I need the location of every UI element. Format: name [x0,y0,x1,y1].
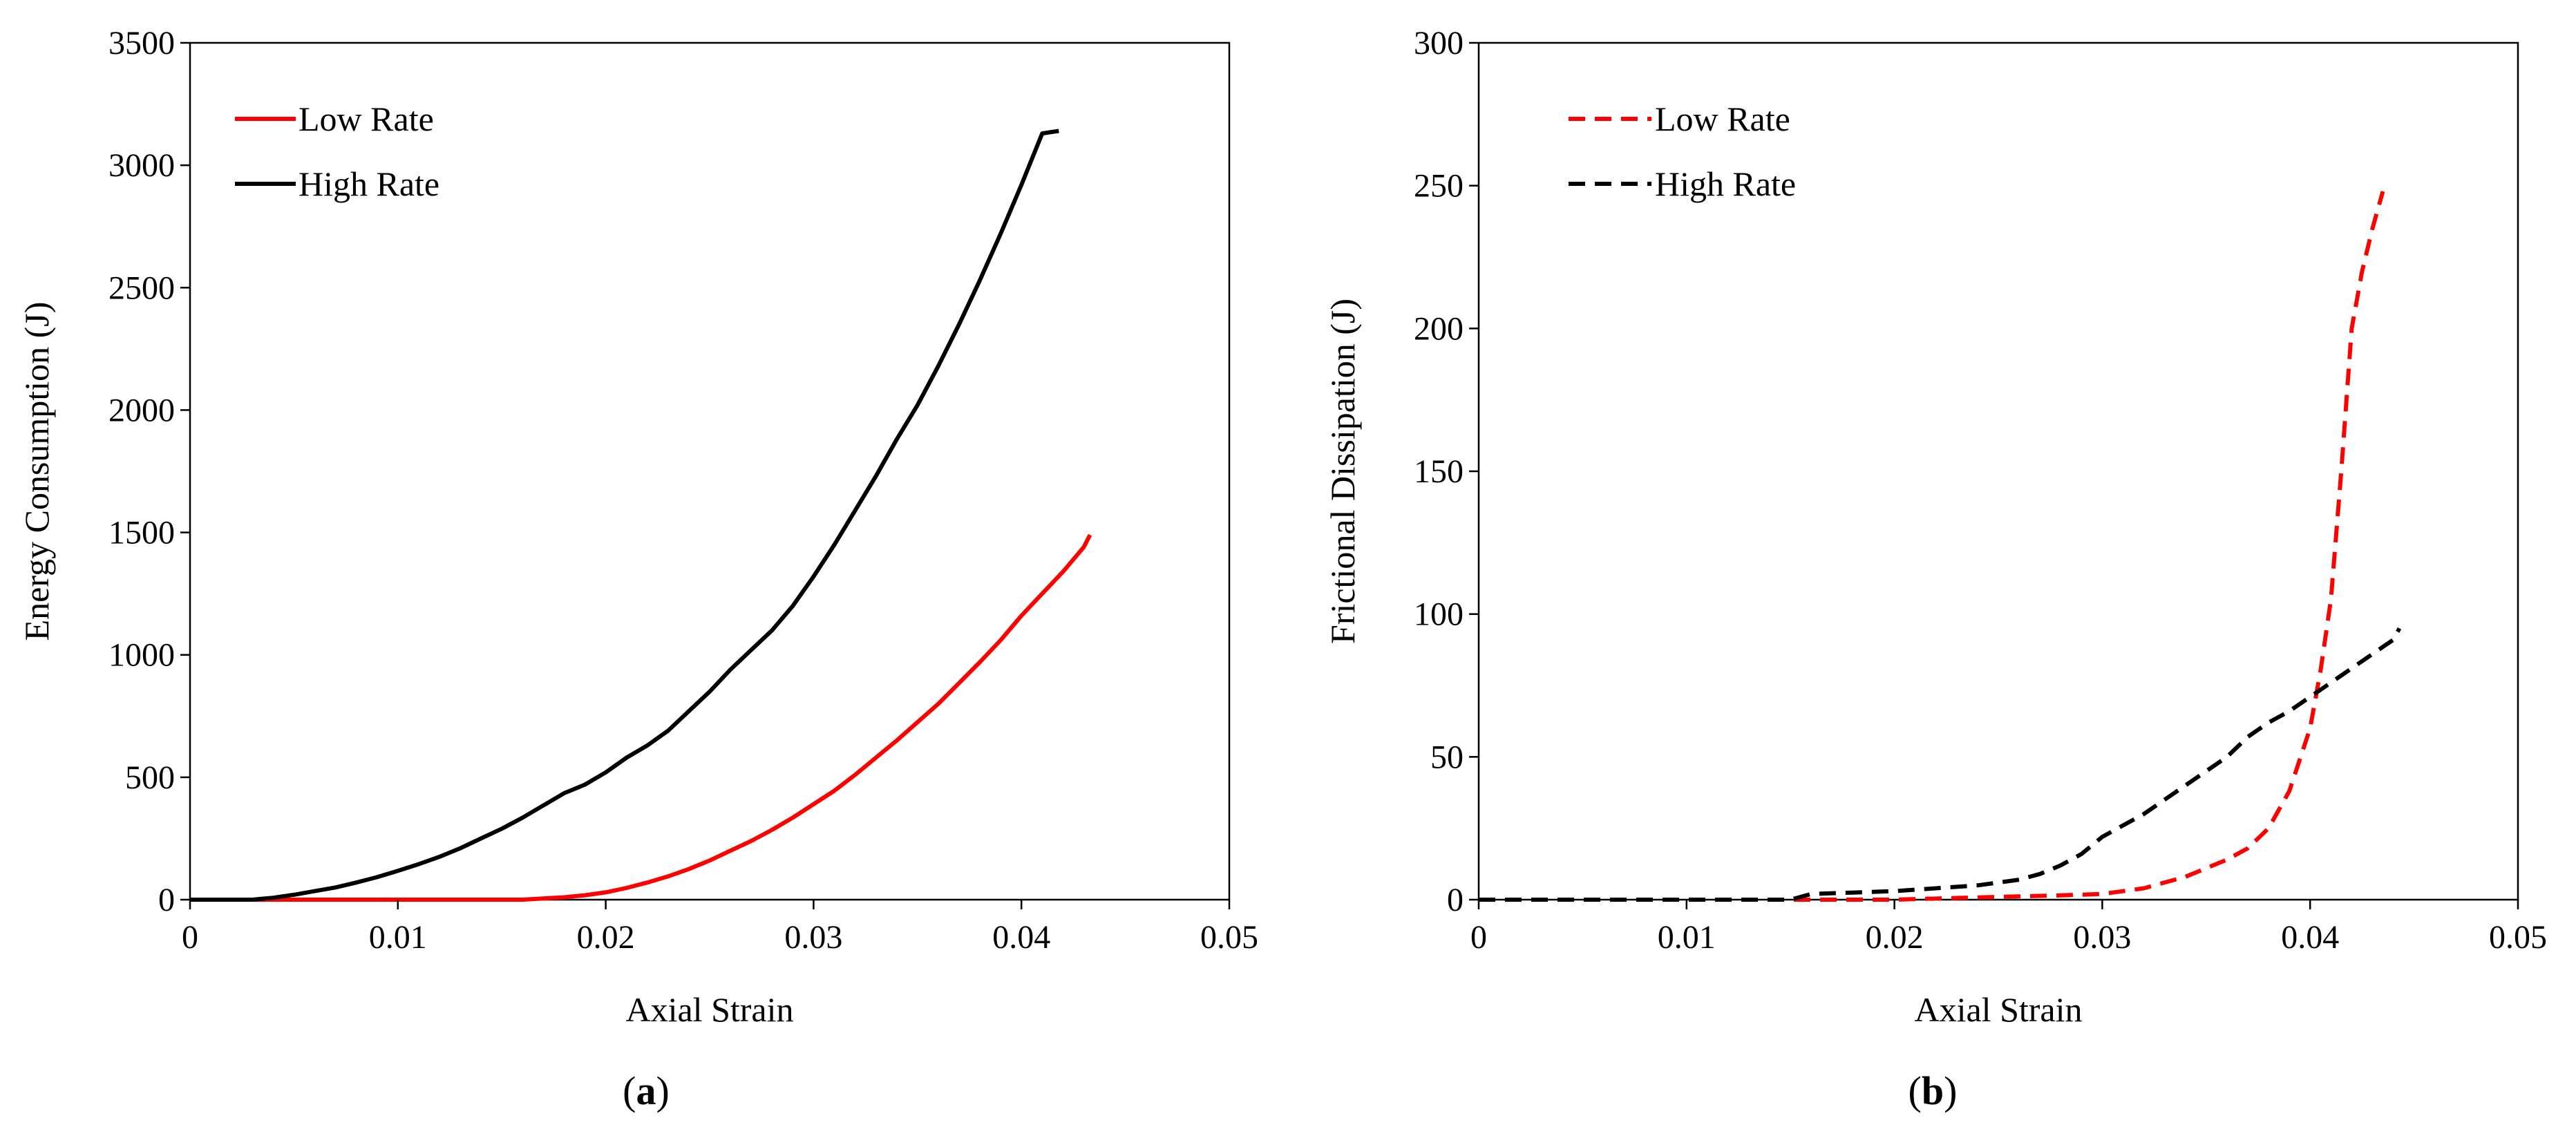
x-tick-label: 0 [1470,919,1487,956]
series-line-high-rate [190,129,1059,902]
x-axis-title: Axial Strain [1914,990,2082,1029]
x-tick-label: 0.01 [1658,919,1716,956]
x-tick-label: 0.03 [784,919,842,956]
x-tick-label: 0.03 [2073,919,2131,956]
y-tick-label: 300 [1414,25,1464,61]
x-tick-label: 0.04 [992,919,1050,956]
x-tick-label: 0.02 [577,919,635,956]
x-tick-label: 0.02 [1866,919,1924,956]
x-tick-label: 0 [182,919,198,956]
y-tick-label: 150 [1414,453,1464,490]
legend-label-high-rate: High Rate [1655,164,1796,203]
y-tick-label: 1000 [108,637,175,674]
series-line-low-rate [190,533,1092,902]
plot-area-frame [1477,41,2519,901]
y-tick-label: 250 [1414,168,1464,205]
y-tick-label: 50 [1430,739,1464,775]
panel-label-close: ) [656,1068,670,1113]
panel-label: (a) [623,1068,670,1113]
x-tick-label: 0.05 [2489,919,2547,956]
y-tick-label: 0 [1447,882,1464,918]
y-tick-label: 0 [158,882,175,918]
y-tick-label: 1500 [108,515,175,551]
panel-label-open: ( [1909,1068,1922,1113]
y-tick-label: 200 [1414,310,1464,347]
x-tick-label: 0.04 [2281,919,2339,956]
legend: Low Rate High Rate [1569,100,1796,203]
legend-label-low-rate: Low Rate [299,100,434,138]
panel-label-open: ( [623,1068,636,1113]
y-tick-label: 2500 [108,269,175,306]
x-tick-label: 0.05 [1200,919,1258,956]
panel-label: (b) [1909,1068,1958,1113]
frictional-dissipation-chart: 0 0.01 0.02 0.03 0.04 0.05050100150200250300 … [1323,25,2547,1113]
y-tick-label: 100 [1414,596,1464,633]
x-axis-title: Axial Strain [625,990,793,1029]
panel-label-letter: b [1922,1068,1944,1113]
legend-label-high-rate: High Rate [299,164,439,203]
panel-label-letter: a [636,1068,656,1113]
series-line-high-rate [1479,627,2402,902]
y-axis-title: Energy Consumption (J) [17,302,56,641]
x-tick-label: 0.01 [369,919,427,956]
legend-label-low-rate: Low Rate [1655,100,1790,138]
y-tick-label: 3500 [108,25,175,61]
y-tick-label: 500 [125,759,175,796]
y-axis-title: Frictional Dissipation (J) [1323,299,1362,644]
panel-label-close: ) [1944,1068,1957,1113]
series-line-low-rate [1479,191,2385,902]
energy-consumption-chart: 0 0.01 0.02 0.03 0.04 0.05 0 500 1000 1500 2000 250… [17,25,1258,1113]
y-tick-label: 2000 [108,392,175,428]
legend: Low Rate High Rate [235,100,439,203]
y-tick-label: 3000 [108,147,175,184]
plot-area-frame [189,41,1231,901]
